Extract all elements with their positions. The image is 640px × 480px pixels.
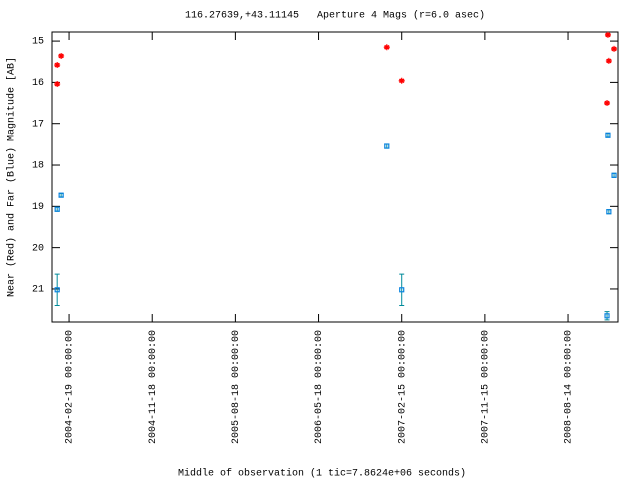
point	[604, 31, 611, 38]
point	[54, 62, 61, 69]
y-axis-label: Near (Red) and Far (Blue) Magnitude [AB]	[6, 57, 18, 297]
point	[606, 209, 612, 215]
point	[604, 313, 610, 319]
point	[54, 206, 60, 212]
error-bar	[399, 273, 405, 306]
point	[398, 77, 405, 84]
y-tick-label: 21	[32, 285, 44, 296]
point	[611, 45, 618, 52]
y-tick-label: 15	[32, 37, 44, 48]
x-tick-label: 2007-02-15 00:00:00	[397, 330, 408, 444]
x-tick-label: 2008-08-14 00:00:00	[564, 330, 575, 444]
point	[58, 52, 65, 59]
plot-frame	[51, 31, 619, 323]
y-tick-label: 16	[32, 78, 44, 89]
x-axis-label: Middle of observation (1 tic=7.8624e+06 …	[178, 468, 466, 480]
point	[605, 132, 611, 138]
point	[58, 192, 64, 198]
error-bar	[604, 311, 610, 321]
point	[384, 143, 390, 149]
point	[54, 287, 60, 293]
y-tick-label: 19	[32, 202, 44, 213]
y-tick-label: 20	[32, 243, 44, 254]
point	[383, 44, 390, 51]
chart-title: 116.27639,+43.11145 Aperture 4 Mags (r=6…	[185, 10, 485, 22]
x-tick-label: 2005-08-18 00:00:00	[231, 330, 242, 444]
y-tick-label: 18	[32, 161, 44, 172]
x-tick-label: 2007-11-15 00:00:00	[481, 330, 492, 444]
point	[611, 172, 617, 178]
point	[399, 287, 405, 293]
x-tick-label: 2004-11-18 00:00:00	[148, 330, 159, 444]
point	[604, 100, 611, 107]
x-tick-label: 2006-05-18 00:00:00	[314, 330, 325, 444]
x-tick-label: 2004-02-19 00:00:00	[65, 330, 76, 444]
point	[605, 57, 612, 64]
y-tick-label: 17	[32, 119, 44, 130]
point	[54, 81, 61, 88]
error-bar	[54, 273, 60, 306]
